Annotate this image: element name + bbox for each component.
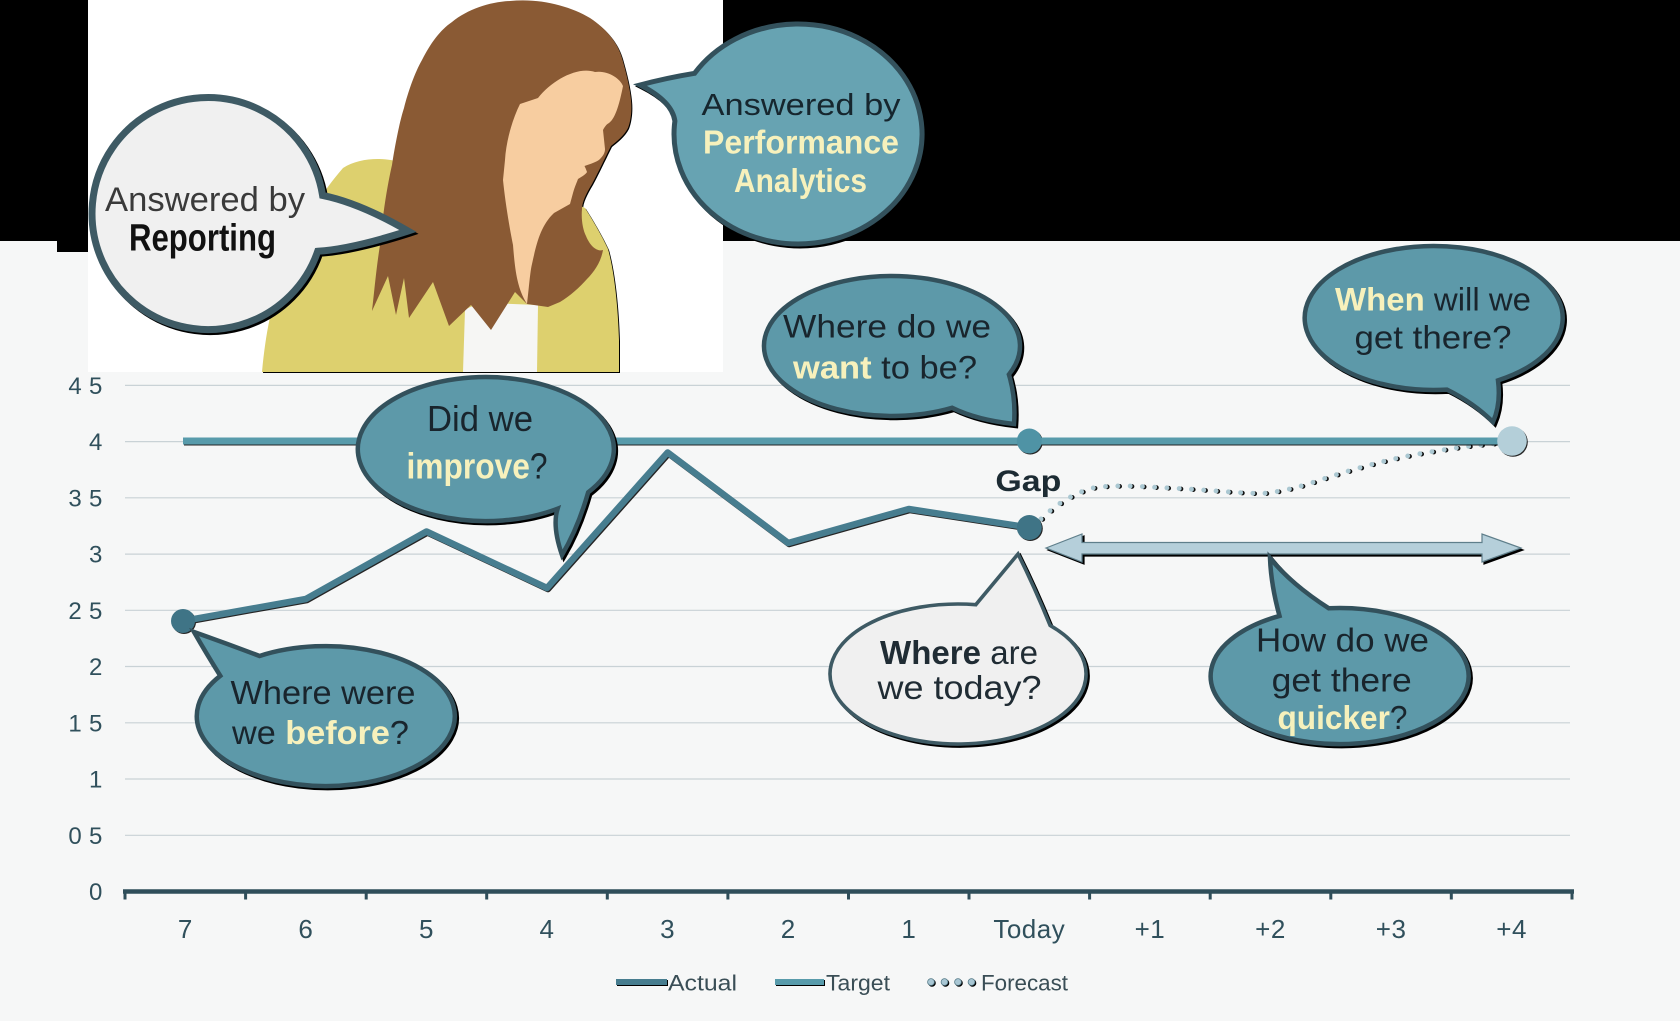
svg-text:improve?: improve? [407, 446, 548, 487]
svg-text:1 5: 1 5 [68, 710, 103, 737]
svg-text:2 5: 2 5 [68, 598, 103, 625]
svg-text:Where do we: Where do we [783, 309, 991, 345]
svg-text:+4: +4 [1496, 914, 1527, 944]
svg-text:+2: +2 [1255, 914, 1286, 944]
svg-text:When will we: When will we [1335, 282, 1531, 318]
svg-text:7: 7 [178, 914, 193, 944]
svg-text:want to be?: want to be? [792, 349, 977, 385]
svg-text:1: 1 [89, 767, 104, 794]
svg-text:2: 2 [781, 914, 796, 944]
svg-text:3 5: 3 5 [68, 485, 103, 512]
svg-text:4 5: 4 5 [68, 373, 103, 400]
svg-text:3: 3 [660, 914, 675, 944]
svg-text:Performance: Performance [703, 124, 899, 161]
svg-text:Gap: Gap [995, 465, 1061, 498]
svg-text:Answered by: Answered by [702, 87, 902, 122]
svg-text:4: 4 [540, 914, 555, 944]
svg-text:Today: Today [993, 914, 1065, 944]
svg-text:Did we: Did we [427, 398, 533, 439]
svg-text:quicker?: quicker? [1278, 699, 1408, 736]
svg-text:+3: +3 [1376, 914, 1407, 944]
svg-text:get there: get there [1272, 662, 1412, 699]
svg-text:0: 0 [89, 879, 104, 906]
svg-text:Analytics: Analytics [734, 162, 867, 199]
svg-text:Actual: Actual [668, 971, 737, 996]
svg-text:0 5: 0 5 [68, 823, 103, 850]
svg-text:Answered by: Answered by [105, 181, 305, 219]
svg-text:Forecast: Forecast [981, 971, 1068, 996]
svg-text:How do we: How do we [1256, 622, 1429, 659]
svg-text:get there?: get there? [1355, 320, 1512, 356]
svg-text:5: 5 [419, 914, 434, 944]
svg-text:2: 2 [89, 654, 104, 681]
svg-text:Target: Target [826, 971, 890, 996]
svg-text:we today?: we today? [876, 669, 1041, 706]
svg-text:Where were: Where were [231, 674, 416, 711]
svg-text:6: 6 [298, 914, 313, 944]
svg-text:Where are: Where are [880, 634, 1038, 671]
svg-text:1: 1 [901, 914, 916, 944]
svg-text:+1: +1 [1135, 914, 1166, 944]
svg-text:3: 3 [89, 542, 104, 569]
svg-text:we before?: we before? [231, 714, 409, 751]
svg-text:Reporting: Reporting [129, 218, 276, 260]
svg-text:4: 4 [89, 429, 104, 456]
